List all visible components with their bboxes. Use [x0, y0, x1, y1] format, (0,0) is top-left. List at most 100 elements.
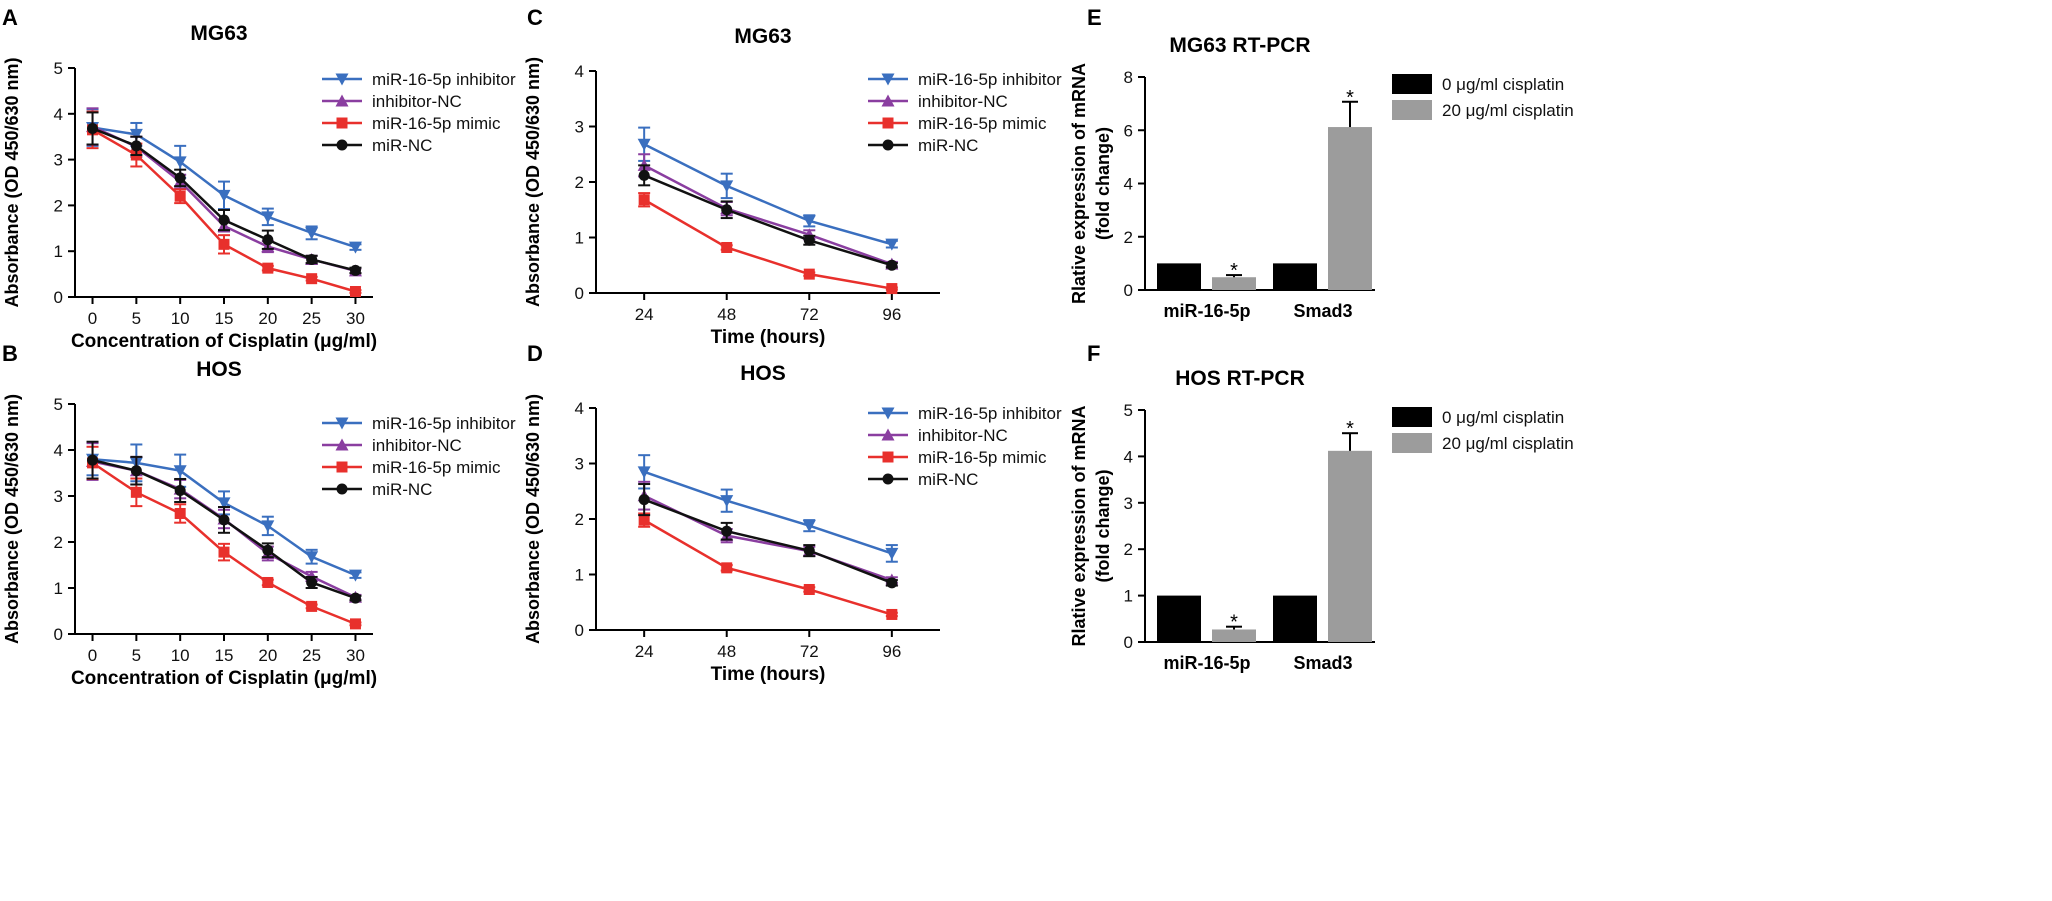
bar: [1328, 450, 1372, 642]
data-point: [173, 465, 187, 478]
data-point: [174, 484, 186, 496]
legend-label: miR-16-5p mimic: [372, 114, 501, 133]
x-tick-label: 0: [88, 646, 97, 665]
data-point: [349, 264, 361, 276]
data-point: [721, 204, 733, 216]
x-tick-label: 25: [302, 646, 321, 665]
x-tick-label: 30: [346, 646, 365, 665]
y-tick-label: 3: [575, 118, 584, 137]
x-tick-label: 15: [215, 309, 234, 328]
y-tick-label: 5: [54, 395, 63, 414]
y-tick-label: 1: [575, 566, 584, 585]
data-point: [305, 227, 319, 240]
y-tick-label: 4: [575, 399, 584, 418]
legend-label: 20 μg/ml cisplatin: [1442, 101, 1574, 120]
data-point: [721, 562, 733, 574]
series-line: [643, 470, 893, 555]
y-tick-label: 5: [54, 59, 63, 78]
data-point: [803, 268, 815, 280]
data-point: [87, 454, 99, 466]
legend-label: miR-16-5p inhibitor: [918, 404, 1062, 423]
data-point: [638, 514, 650, 526]
bar: [1328, 127, 1372, 291]
y-tick-label: 4: [1124, 447, 1133, 466]
y-tick-label: 0: [1124, 281, 1133, 300]
x-tick-label: 72: [800, 305, 819, 324]
data-point: [348, 569, 362, 582]
legend-marker: [881, 428, 895, 441]
data-point: [174, 190, 186, 202]
data-point: [173, 156, 187, 169]
data-point: [218, 546, 230, 558]
data-point: [262, 544, 274, 556]
legend-label: miR-NC: [372, 136, 432, 155]
legend-label: miR-NC: [918, 470, 978, 489]
panel-d: D HOS 0 1 2 3 4 24 48 72 96 Time (hours) Absorbance …: [523, 341, 1062, 685]
x-tick-label: 20: [258, 646, 277, 665]
bar: [1273, 595, 1317, 642]
x-tick-label: 10: [171, 309, 190, 328]
significance-star: *: [1230, 260, 1238, 282]
data-point: [885, 547, 899, 560]
data-point: [637, 466, 651, 479]
series-mimic: [86, 445, 362, 630]
legend: 0 μg/ml cisplatin 20 μg/ml cisplatin: [1392, 74, 1574, 120]
y-axis-label: Absorbance (OD 450/630 nm): [523, 57, 543, 307]
legend-label: miR-16-5p inhibitor: [918, 70, 1062, 89]
data-point: [721, 525, 733, 537]
legend-marker: [881, 94, 895, 107]
series-line: [643, 498, 893, 584]
x-tick-label: 72: [800, 642, 819, 661]
panel-c: C MG63 0 1 2 3 4 24 48 72 96 Time (hours) Absorbance…: [523, 5, 1062, 348]
x-tick-label: 0: [88, 309, 97, 328]
legend-label: miR-16-5p mimic: [918, 114, 1047, 133]
y-axis-label: Absorbance (OD 450/630 nm): [2, 394, 22, 644]
series-mimic: [638, 512, 898, 620]
legend-marker: [336, 461, 348, 473]
category-label: Smad3: [1293, 653, 1352, 673]
x-axis-label: Time (hours): [711, 664, 826, 685]
legend-marker: [881, 73, 895, 86]
y-tick-label: 2: [54, 196, 63, 215]
chart-title: HOS: [740, 362, 786, 385]
chart-title: MG63: [190, 22, 247, 45]
data-point: [130, 140, 142, 152]
legend-label: inhibitor-NC: [372, 92, 462, 111]
y-tick-label: 0: [575, 621, 584, 640]
data-point: [349, 286, 361, 298]
y-tick-label: 3: [54, 487, 63, 506]
chart-title: HOS RT-PCR: [1175, 367, 1305, 390]
significance-star: *: [1230, 612, 1238, 634]
legend-label: 0 μg/ml cisplatin: [1442, 75, 1564, 94]
x-tick-label: 24: [635, 642, 654, 661]
data-point: [349, 618, 361, 630]
legend-marker: [882, 451, 894, 463]
data-point: [87, 122, 99, 134]
y-tick-label: 0: [54, 288, 63, 307]
data-point: [262, 234, 274, 246]
legend-marker: [335, 94, 349, 107]
legend-marker: [882, 473, 894, 485]
data-point: [217, 497, 231, 510]
legend-label: miR-16-5p mimic: [918, 448, 1047, 467]
data-point: [803, 234, 815, 246]
y-axis-label: Rlative expression of mRNA: [1069, 63, 1089, 304]
significance-star: *: [1346, 87, 1354, 109]
data-point: [348, 241, 362, 254]
y-tick-label: 1: [1124, 587, 1133, 606]
data-point: [174, 172, 186, 184]
bar: [1157, 263, 1201, 290]
data-point: [720, 180, 734, 193]
data-point: [638, 494, 650, 506]
x-tick-label: 24: [635, 305, 654, 324]
legend-marker: [336, 483, 348, 495]
y-tick-label: 6: [1124, 121, 1133, 140]
legend-marker: [882, 117, 894, 129]
data-point: [306, 576, 318, 588]
legend-swatch: [1392, 433, 1432, 453]
series-line: [643, 198, 893, 290]
data-point: [130, 486, 142, 498]
series-mimic: [638, 192, 898, 295]
y-tick-label: 3: [54, 151, 63, 170]
data-point: [802, 520, 816, 533]
